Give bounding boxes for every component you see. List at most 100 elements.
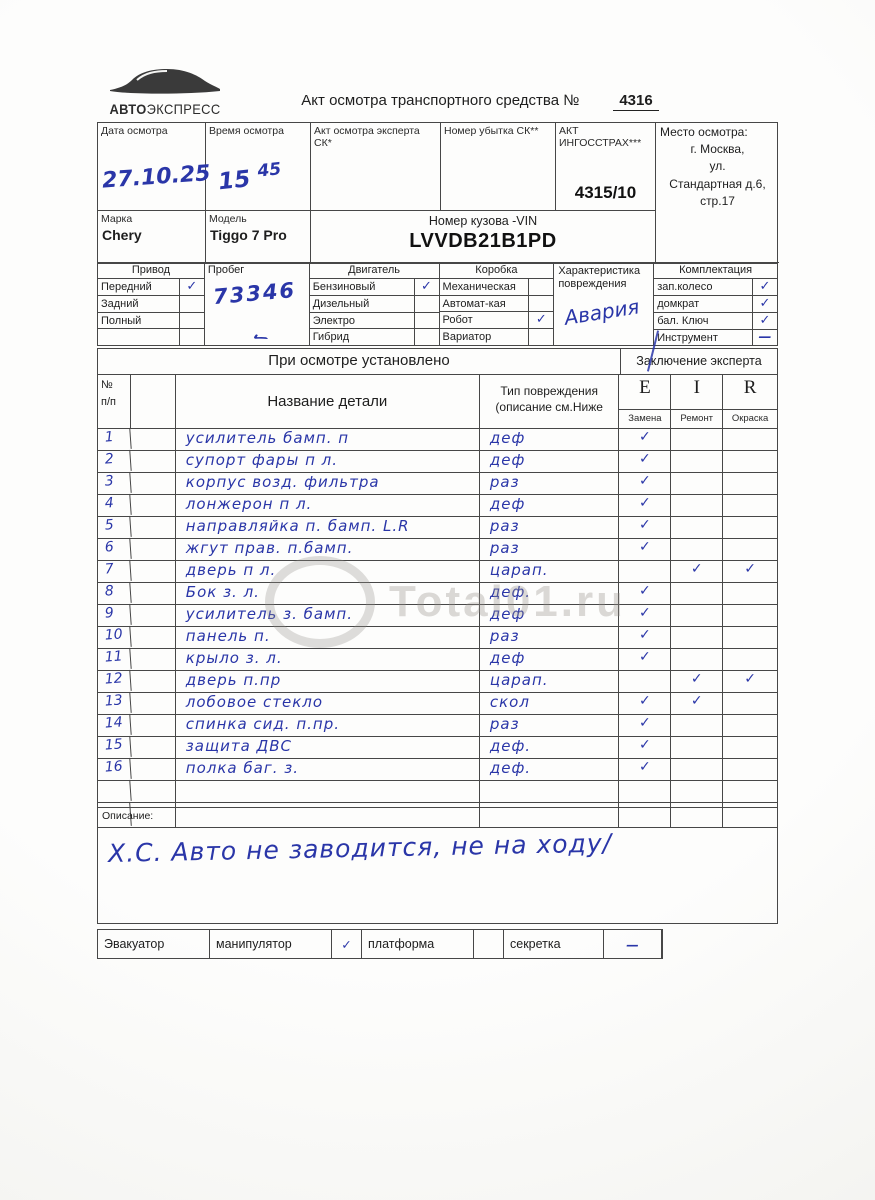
transport-mark-2: [474, 930, 504, 958]
inspection-row: 15 защита ДВС деф. ✓: [97, 735, 777, 760]
col-header-part-name: Название детали: [176, 375, 480, 428]
date-value-handwritten: 27.10.25: [101, 161, 212, 194]
row-number: 4: [97, 493, 132, 518]
logo-brand-bold: АВТО: [109, 101, 147, 117]
inspection-column-headers: № п/п Название детали Тип повреждения (о…: [98, 375, 777, 429]
row-number: 9: [97, 603, 132, 628]
date-header: Дата осмотра: [101, 125, 168, 137]
location-line: ул.: [709, 159, 726, 174]
equipment-option-checkmark: —: [752, 330, 777, 346]
check-repair: [671, 649, 724, 670]
part-name: усилитель бамп. п: [176, 429, 480, 450]
check-paint: [723, 627, 777, 648]
gearbox-option-row: Робот ✓: [439, 312, 554, 330]
part-name: дверь п л.: [176, 561, 480, 582]
logo-text: АВТОЭКСПРЕСС: [105, 101, 225, 117]
damage-type: деф: [480, 649, 620, 670]
check-paint: [723, 759, 777, 780]
row-number: 3: [97, 471, 132, 496]
inspection-row: 16 полка баг. з. деф. ✓: [97, 757, 777, 782]
mileage-label: Пробег: [207, 264, 245, 276]
row-number: 11: [97, 647, 132, 672]
check-repair: [671, 627, 724, 648]
eir-letter-e: E: [639, 377, 651, 398]
inspection-row: 4 лонжерон п л. деф ✓: [97, 493, 777, 518]
engine-option-checkmark: ✓: [413, 279, 439, 295]
gap-cell: [131, 715, 176, 736]
check-repair: [671, 539, 724, 560]
document-number: 4316: [613, 92, 659, 111]
row-number: 7: [97, 559, 132, 584]
col-header-number: № п/п: [98, 375, 131, 428]
transport-label-0: Эвакуатор: [98, 930, 210, 958]
drive-option-label: Передний: [101, 281, 152, 293]
description-label: Описание:: [102, 810, 154, 822]
gap-cell: [131, 583, 176, 604]
check-repair: ✓: [671, 693, 724, 714]
vin-value: LVVDB21B1PD: [409, 230, 557, 252]
part-name: усилитель з. бамп.: [176, 605, 480, 626]
check-paint: ✓: [744, 561, 756, 577]
eir-sub-repair: Ремонт: [671, 409, 723, 428]
gap-cell: [131, 539, 176, 560]
check-repair: [671, 759, 724, 780]
transport-mark-3: —: [604, 930, 662, 958]
engine-option-row: Гибрид: [310, 329, 439, 346]
drive-options-box: Привод Передний ✓ Задний Полный: [98, 263, 205, 346]
damage-type: раз: [480, 627, 620, 648]
check-replace: ✓: [619, 517, 672, 538]
transport-label-1: манипулятор: [210, 930, 332, 958]
gap-cell: [131, 627, 176, 648]
check-repair: ✓: [671, 671, 724, 692]
equipment-title: Комплектация: [654, 263, 777, 279]
damage-type: царап.: [480, 561, 620, 582]
location-line: Стандартная д.6,: [669, 176, 766, 191]
gearbox-option-label: Механическая: [442, 280, 516, 293]
drive-title: Привод: [98, 263, 204, 279]
inspection-table: При осмотре установлено Заключение экспе…: [97, 348, 778, 829]
row-number: 1: [97, 427, 132, 452]
check-replace: ✓: [619, 495, 672, 516]
document-title: Акт осмотра транспортного средства №: [301, 92, 580, 109]
engine-option-row: Бензиновый ✓: [309, 279, 439, 296]
engine-option-checkmark: [413, 329, 439, 346]
part-name: защита ДВС: [176, 737, 480, 758]
gearbox-option-label: Вариатор: [442, 331, 492, 344]
part-name: [176, 781, 480, 802]
check-repair: [671, 451, 724, 472]
drive-option-checkmark: ✓: [178, 279, 204, 295]
gearbox-option-row: Вариатор: [440, 329, 554, 346]
gap-cell: [131, 495, 176, 516]
transport-strip: Эвакуатор манипулятор ✓ платформа секретка —: [97, 929, 663, 959]
check-paint: ✓: [744, 671, 756, 687]
row-number: [97, 779, 132, 804]
gap-cell: [131, 517, 176, 538]
inspection-row: 13 лобовое стекло скол ✓ ✓: [97, 691, 777, 716]
row-number: 6: [97, 537, 132, 562]
damage-type: деф: [480, 429, 620, 450]
equipment-option-row: Инструмент —: [654, 330, 777, 346]
location-header: Место осмотра:: [660, 125, 748, 139]
damage-type: деф.: [480, 759, 620, 780]
damage-type: деф: [480, 451, 620, 472]
check-replace: [619, 561, 672, 582]
drive-option-checkmark: [178, 312, 204, 329]
check-replace: ✓: [619, 539, 672, 560]
gearbox-title: Коробка: [439, 263, 554, 279]
damage-type: [480, 803, 620, 827]
part-name: жгут прав. п.бамп.: [176, 539, 480, 560]
check-replace: ✓: [619, 605, 672, 626]
col-header-gap: [131, 375, 176, 428]
model-value: Tiggo 7 Pro: [210, 227, 287, 244]
drive-option-label: Задний: [101, 297, 139, 310]
check-repair: [671, 583, 724, 604]
eir-sub-replace: Замена: [619, 409, 671, 428]
row-number: 13: [97, 691, 132, 716]
inspection-section-title: При осмотре установлено: [98, 349, 621, 374]
gearbox-option-row: Механическая: [439, 279, 554, 296]
check-paint: [723, 517, 777, 538]
check-repair: [671, 781, 724, 802]
gap-cell: [131, 605, 176, 626]
check-repair: [671, 495, 724, 516]
gearbox-option-row: Автомат-кая: [439, 295, 554, 313]
